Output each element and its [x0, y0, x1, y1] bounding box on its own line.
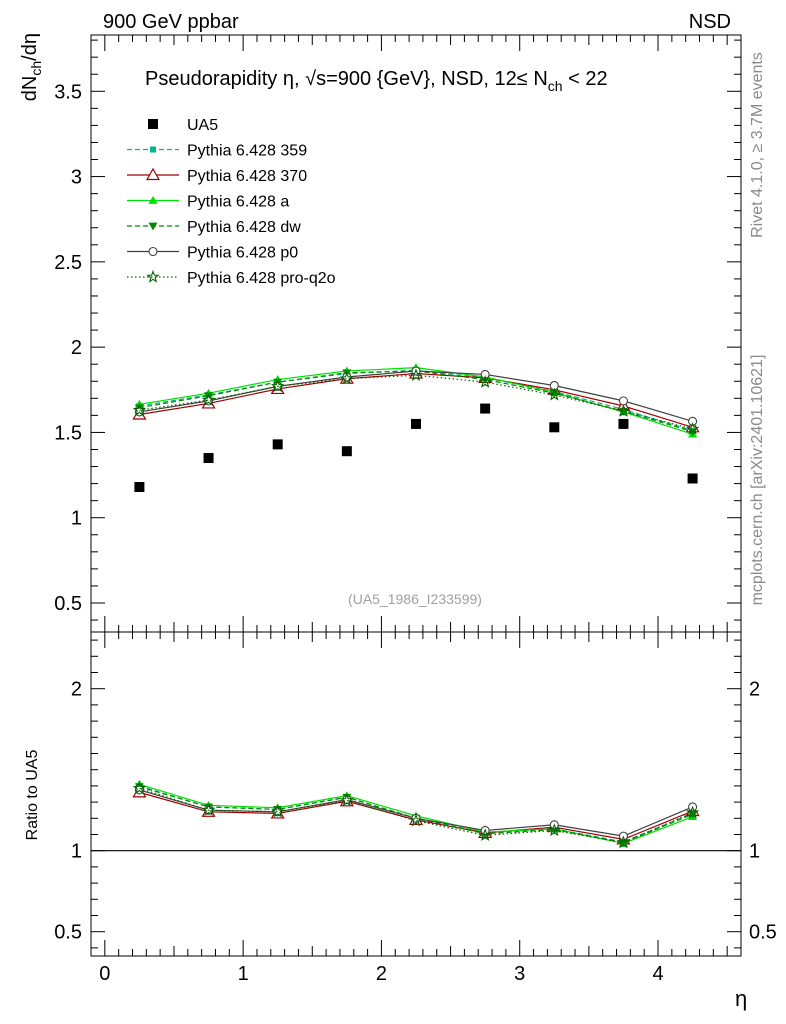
legend: UA5 Pythia 6.428 359 Pythia 6.428 370 Pythi…: [127, 117, 336, 287]
ratio-axis-ticks: 0.5 0.5 1 1 2 2 0 1 2 3 4: [54, 632, 777, 985]
header-left: 900 GeV ppbar: [103, 11, 239, 33]
y-tick-label: 1: [71, 841, 82, 863]
ratio-plot-frame: [90, 631, 742, 957]
legend-item-pdw: Pythia 6.428 dw: [127, 219, 301, 236]
y-tick-label-right: 0.5: [749, 922, 777, 944]
mcplots-label: mcplots.cern.ch [arXiv:2401.10621]: [749, 355, 766, 606]
data-point-ua5: [341, 446, 352, 457]
analysis-watermark: (UA5_1986_I233599): [348, 591, 482, 607]
legend-item-pp0: Pythia 6.428 p0: [127, 245, 298, 262]
x-tick-label: 3: [514, 963, 525, 985]
x-tick-label: 4: [652, 963, 663, 985]
main-ylabel: dNch/dη: [19, 33, 44, 101]
legend-item-pq2o: Pythia 6.428 pro-q2o: [127, 269, 336, 287]
series-line-p359: [139, 369, 693, 432]
legend-label: Pythia 6.428 pro-q2o: [187, 270, 336, 287]
data-point-pq2o: [616, 404, 631, 417]
y-tick-label: 2: [71, 337, 82, 359]
legend-label: Pythia 6.428 370: [187, 168, 307, 185]
data-point-pq2o: [478, 375, 492, 388]
data-point-pq2o: [132, 781, 147, 795]
data-point-ua5: [480, 403, 491, 414]
data-point-pq2o: [201, 392, 216, 406]
series-line-pq2o: [139, 374, 693, 430]
legend-marker-pp0: [148, 246, 158, 257]
y-tick-label: 0.5: [54, 593, 82, 615]
y-tick-label: 3.5: [54, 81, 82, 103]
legend-marker-p359: [150, 146, 156, 153]
data-point-pp0: [688, 416, 698, 426]
legend-marker-pa: [148, 196, 158, 204]
data-point-pp0: [204, 396, 214, 406]
main-title: Pseudorapidity η, √s=900 {GeV}, NSD, 12≤…: [145, 68, 608, 94]
x-axis-label: η: [735, 986, 747, 1011]
legend-label: Pythia 6.428 a: [187, 194, 289, 211]
legend-label: Pythia 6.428 dw: [187, 219, 301, 236]
data-point-pdw: [204, 392, 214, 401]
x-tick-label: 0: [99, 963, 110, 985]
data-point-pq2o: [547, 823, 562, 837]
data-point-pq2o: [409, 368, 423, 382]
y-tick-label: 3: [71, 167, 82, 189]
legend-marker-ua5: [148, 119, 158, 129]
legend-marker-pdw: [148, 222, 158, 231]
data-point-pq2o: [270, 379, 285, 393]
data-point-ua5: [549, 422, 560, 433]
data-point-pp0: [480, 369, 490, 379]
legend-item-p359: Pythia 6.428 359: [127, 143, 307, 160]
data-point-ua5: [272, 439, 283, 450]
data-point-pq2o: [478, 828, 492, 842]
y-tick-label: 2.5: [54, 252, 82, 274]
ratio-ylabel: Ratio to UA5: [24, 750, 41, 841]
legend-marker-p370: [145, 167, 161, 181]
legend-label: Pythia 6.428 359: [187, 143, 307, 160]
data-point-pdw: [549, 389, 559, 398]
data-point-ua5: [203, 453, 214, 464]
legend-label: UA5: [187, 117, 218, 134]
data-point-pq2o: [547, 387, 562, 401]
data-point-ua5: [687, 473, 698, 484]
x-tick-label: 1: [238, 963, 249, 985]
data-point-pq2o: [340, 371, 354, 385]
data-point-pq2o: [132, 403, 147, 416]
legend-item-p370: Pythia 6.428 370: [127, 167, 307, 185]
y-tick-label-right: 1: [749, 841, 760, 863]
data-point-pq2o: [270, 804, 285, 818]
rivet-label: Rivet 4.1.0, ≥ 3.7M events: [749, 52, 766, 238]
data-point-ua5: [134, 482, 145, 493]
series-line-pdw: [139, 370, 693, 433]
data-point-pq2o: [340, 793, 354, 807]
main-plot-series: [132, 363, 700, 493]
data-point-ua5: [618, 418, 629, 429]
data-point-pq2o: [201, 803, 216, 816]
legend-item-pa: Pythia 6.428 a: [127, 194, 289, 211]
data-point-pq2o: [685, 805, 700, 819]
header-right: NSD: [689, 11, 731, 33]
y-tick-label: 1: [71, 508, 82, 530]
legend-marker-pq2o: [146, 269, 160, 283]
y-tick-label: 0.5: [54, 922, 82, 944]
data-point-pq2o: [616, 835, 631, 849]
data-point-pp0: [618, 396, 628, 406]
data-point-ua5: [411, 418, 421, 429]
data-point-pq2o: [409, 813, 423, 827]
y-tick-label: 1.5: [54, 422, 82, 444]
y-tick-label: 2: [71, 679, 82, 701]
main-axis-ticks: 0.5 1 1.5 2 2.5 3 3.5: [54, 35, 742, 632]
legend-item-ua5: UA5: [148, 117, 218, 134]
x-tick-label: 2: [376, 963, 387, 985]
legend-label: Pythia 6.428 p0: [187, 245, 298, 262]
data-point-pq2o: [685, 421, 700, 435]
y-tick-label-right: 2: [749, 679, 760, 701]
ratio-plot-series: [132, 779, 700, 849]
